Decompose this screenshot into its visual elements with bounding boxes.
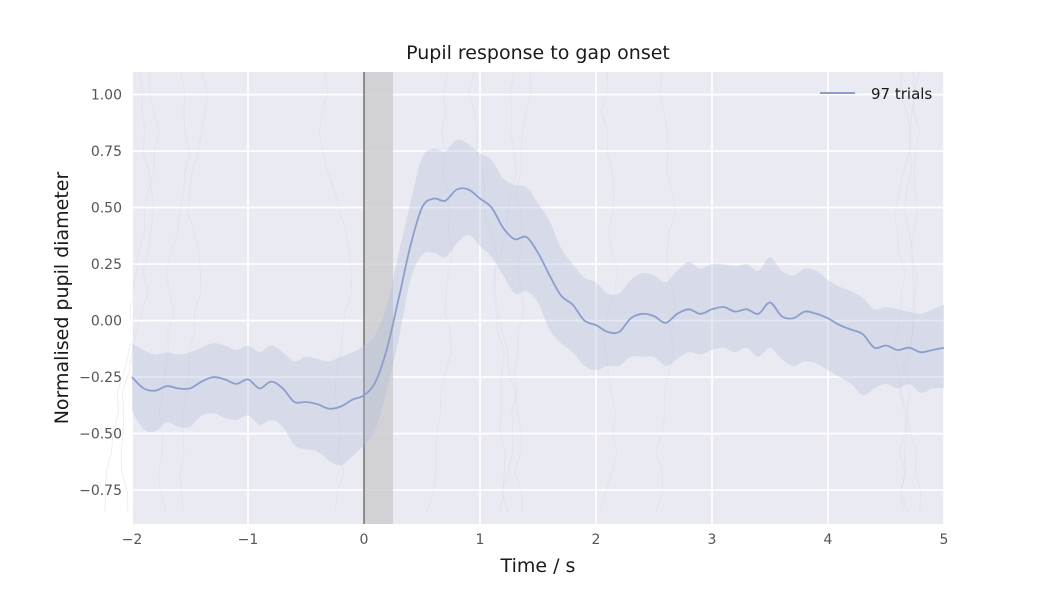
x-tick-label: 3 (708, 532, 717, 548)
trial-trace (492, 71, 517, 513)
trial-trace (426, 71, 454, 513)
legend: 97 trials (820, 85, 932, 103)
x-tick-label: 2 (592, 532, 601, 548)
trial-trace (892, 71, 912, 513)
trial-trace (898, 71, 921, 513)
y-axis-label: Normalised pupil diameter (51, 172, 73, 425)
y-tick-label: −0.25 (79, 370, 122, 386)
x-tick-label: −1 (238, 532, 259, 548)
trial-trace (501, 71, 532, 513)
y-tick-label: 0.75 (91, 144, 122, 160)
y-tick-label: 0.25 (91, 257, 122, 273)
y-tick-label: −0.50 (79, 427, 122, 443)
trial-trace (655, 71, 677, 513)
mean-response-line (131, 187, 945, 410)
x-tick-label: 0 (360, 532, 369, 548)
x-tick-label: 5 (940, 532, 949, 548)
y-tick-label: 1.00 (91, 88, 122, 104)
y-tick-label: −0.75 (79, 483, 122, 499)
trial-trace (468, 71, 523, 513)
plot-background (132, 72, 944, 524)
grid-lines (131, 72, 945, 524)
legend-label: 97 trials (871, 85, 932, 103)
trial-trace (120, 71, 155, 513)
y-tick-label: 0.00 (91, 314, 122, 330)
x-axis-label: Time / s (500, 555, 576, 577)
x-tick-label: −2 (122, 532, 143, 548)
trial-trace (179, 71, 208, 513)
trial-trace (158, 71, 191, 513)
x-axis-ticks: −2 −1 0 1 2 3 4 5 (122, 532, 949, 548)
trial-trace (900, 71, 922, 513)
trial-trace (318, 71, 353, 513)
x-tick-label: 4 (824, 532, 833, 548)
trial-trace (599, 71, 619, 513)
y-tick-label: 0.50 (91, 201, 122, 217)
individual-trial-traces (104, 71, 922, 513)
event-shade-region (364, 72, 393, 524)
x-tick-label: 1 (476, 532, 485, 548)
confidence-band (132, 139, 944, 466)
chart-title: Pupil response to gap onset (406, 42, 670, 64)
y-axis-ticks: −0.75 −0.50 −0.25 0.00 0.25 0.50 0.75 1.00 (79, 88, 122, 500)
